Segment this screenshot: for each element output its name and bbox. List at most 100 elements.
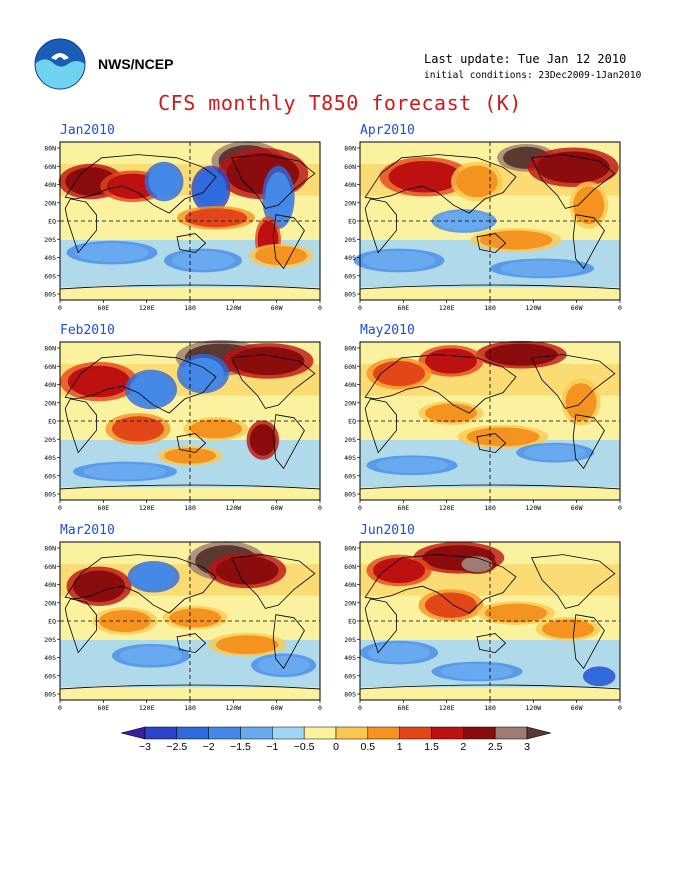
anomaly-blob [190, 419, 242, 439]
lat-tick-label: 80N [44, 345, 56, 353]
coastline [364, 354, 517, 414]
coastline [364, 198, 397, 254]
anomaly-blob [425, 592, 477, 618]
lon-tick-label: 120W [226, 704, 242, 712]
lat-tick-label: 80S [44, 291, 56, 299]
coastline [572, 614, 605, 670]
lon-tick-label: 0 [358, 304, 362, 312]
anomaly-blob [484, 343, 558, 366]
anomaly-blob [586, 668, 613, 685]
anomaly-blob [388, 160, 462, 193]
colorbar-swatch [335, 726, 369, 740]
lat-tick-label: 40N [44, 581, 56, 589]
panel-label-jun: Jun2010 [360, 523, 415, 538]
anomaly-blob [257, 655, 310, 675]
lon-tick-label: 120E [139, 504, 155, 512]
lon-tick-label: 0 [618, 304, 622, 312]
lon-tick-label: 180 [484, 704, 496, 712]
lat-tick-label: 20S [44, 236, 56, 244]
lon-tick-label: 0 [318, 504, 322, 512]
coastline [476, 233, 507, 254]
lat-tick-label: EQ [348, 218, 356, 226]
lon-tick-label: 60E [397, 504, 409, 512]
coastline [364, 398, 397, 454]
lat-tick-label: 60N [344, 563, 356, 571]
lon-tick-label: 120E [139, 304, 155, 312]
lon-tick-label: 180 [484, 504, 496, 512]
anomaly-blob [67, 365, 131, 398]
coastline [230, 354, 316, 409]
anomaly-blob [130, 373, 172, 406]
lat-tick-label: 60N [344, 363, 356, 371]
lon-tick-label: 0 [318, 704, 322, 712]
lon-tick-label: 60E [97, 704, 109, 712]
colorbar-swatch [367, 726, 400, 740]
lon-tick-label: 120E [439, 504, 455, 512]
coastline [364, 554, 517, 614]
colorbar-label: 2 [460, 741, 466, 753]
lat-tick-label: 60S [44, 472, 56, 480]
coastline [64, 554, 217, 614]
colorbar-swatch [303, 726, 337, 740]
lon-tick-label: 60E [397, 704, 409, 712]
anomaly-blob [375, 457, 449, 474]
lat-tick-label: 20S [344, 636, 356, 644]
lat-tick-label: 20N [344, 599, 356, 607]
initial-conditions: initial conditions: 23Dec2009-1Jan2010 [424, 70, 642, 81]
lat-tick-label: 60S [344, 672, 356, 680]
anomaly-blob [249, 424, 276, 456]
anomaly-blob [231, 346, 305, 376]
panel-label-may: May2010 [360, 323, 415, 338]
lat-tick-label: EQ [48, 418, 56, 426]
anomaly-blob [542, 619, 594, 639]
lat-tick-label: 60S [344, 272, 356, 280]
coastline [272, 614, 305, 670]
anomaly-blob [195, 170, 227, 209]
lat-tick-label: 60N [344, 163, 356, 171]
lon-tick-label: 120E [139, 704, 155, 712]
colorbar-swatch [399, 726, 432, 740]
coastline [64, 598, 97, 654]
anomaly-blob [440, 663, 514, 680]
anomaly-blob [523, 444, 587, 461]
lat-tick-label: 80N [344, 145, 356, 153]
lon-tick-label: 0 [58, 504, 62, 512]
anomaly-blob [362, 251, 436, 270]
colorbar-swatch [463, 726, 496, 740]
lon-tick-label: 60W [571, 504, 583, 512]
coastline [272, 414, 305, 470]
anomaly-blob [265, 172, 292, 223]
anomaly-blob [148, 165, 180, 198]
anomaly-blob [216, 556, 279, 585]
lon-tick-label: 120W [526, 304, 542, 312]
anomaly-blob [461, 556, 493, 573]
lat-tick-label: 60S [344, 472, 356, 480]
lon-tick-label: 180 [184, 704, 196, 712]
lat-tick-label: EQ [48, 218, 56, 226]
panel-label-jan: Jan2010 [60, 123, 115, 138]
lat-tick-label: 40S [344, 254, 356, 262]
anomaly-blob [182, 357, 224, 390]
anomaly-blob [119, 646, 183, 666]
lat-tick-label: 40N [44, 381, 56, 389]
coastline [476, 433, 507, 454]
coastline [530, 154, 616, 209]
noaa-logo-icon [34, 38, 86, 90]
lat-tick-label: 20N [44, 599, 56, 607]
lon-tick-label: 180 [184, 504, 196, 512]
lon-tick-label: 180 [184, 304, 196, 312]
lat-tick-label: EQ [348, 618, 356, 626]
anomaly-blob [500, 260, 584, 277]
lat-tick-label: 80N [44, 545, 56, 553]
lon-tick-label: 60W [271, 304, 283, 312]
panel-label-mar: Mar2010 [60, 523, 115, 538]
anomaly-blob [438, 211, 490, 231]
anomaly-blob [112, 416, 164, 442]
coastline [230, 554, 316, 609]
anomaly-blob [73, 570, 125, 603]
lat-tick-label: 80N [44, 145, 56, 153]
